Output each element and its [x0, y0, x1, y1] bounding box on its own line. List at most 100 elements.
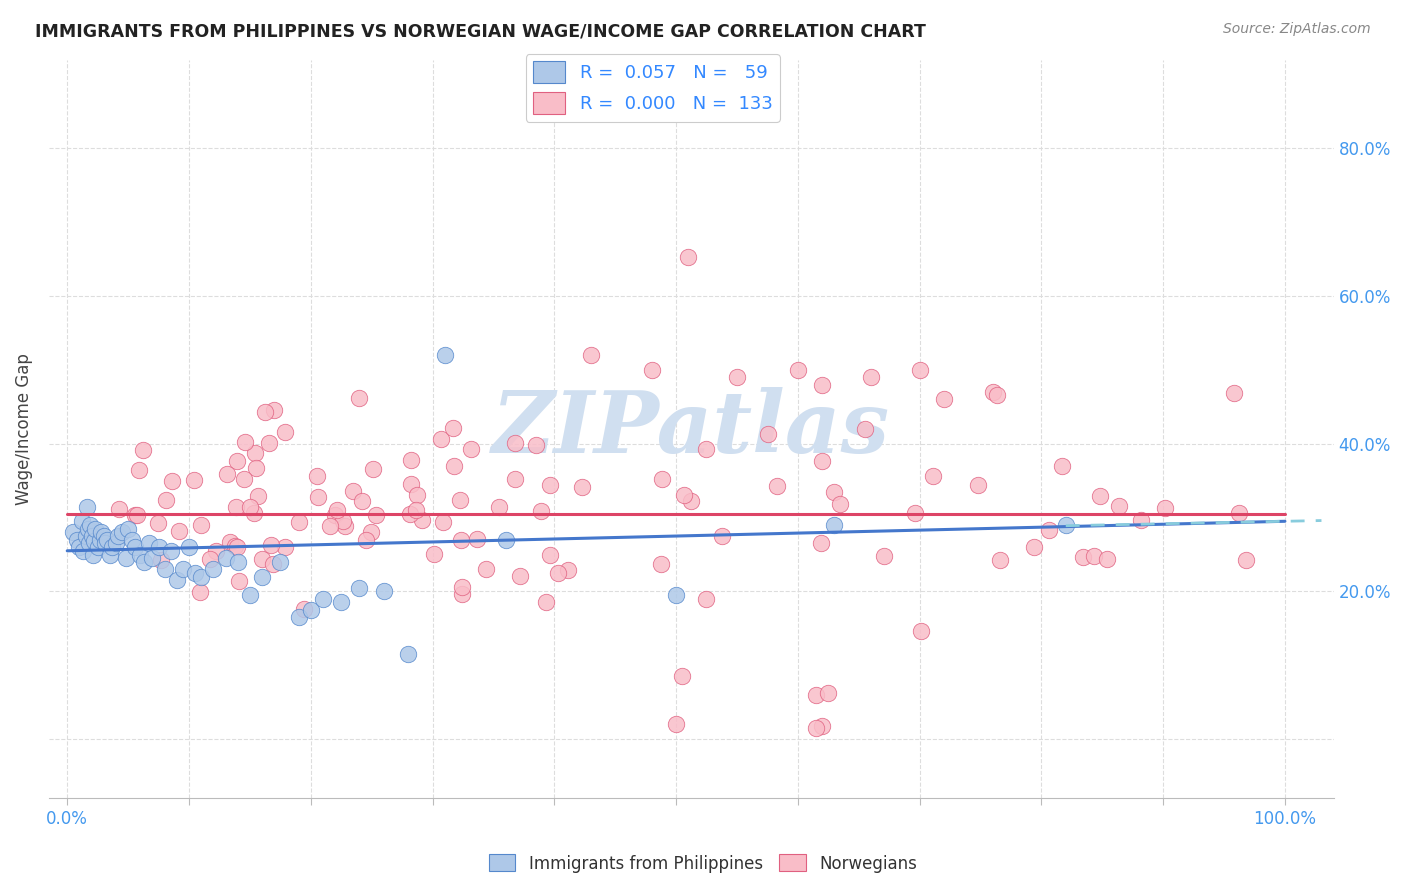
Point	[233, 434, 256, 449]
Point	[1223, 385, 1246, 400]
Point	[966, 478, 988, 492]
Point	[538, 478, 561, 492]
Point	[665, 588, 688, 602]
Point	[352, 494, 374, 508]
Legend: R =  0.057   N =   59, R =  0.000   N =  133: R = 0.057 N = 59, R = 0.000 N = 133	[526, 54, 780, 121]
Point	[579, 348, 602, 362]
Point	[766, 479, 789, 493]
Point	[274, 425, 297, 440]
Point	[89, 533, 111, 547]
Point	[1083, 549, 1105, 564]
Point	[148, 516, 170, 530]
Point	[465, 532, 488, 546]
Point	[287, 515, 309, 529]
Point	[695, 591, 717, 606]
Point	[98, 548, 121, 562]
Point	[451, 587, 474, 601]
Point	[93, 529, 115, 543]
Point	[804, 721, 827, 735]
Point	[84, 522, 107, 536]
Point	[475, 562, 498, 576]
Point	[332, 514, 354, 528]
Point	[1236, 552, 1258, 566]
Point	[287, 610, 309, 624]
Point	[1227, 506, 1250, 520]
Point	[411, 513, 433, 527]
Point	[811, 454, 834, 468]
Point	[121, 533, 143, 547]
Point	[342, 483, 364, 498]
Point	[214, 551, 236, 566]
Point	[129, 548, 152, 562]
Point	[262, 557, 284, 571]
Point	[398, 507, 420, 521]
Point	[323, 508, 346, 522]
Point	[679, 494, 702, 508]
Point	[488, 500, 510, 515]
Point	[190, 518, 212, 533]
Point	[67, 540, 90, 554]
Point	[988, 553, 1011, 567]
Point	[253, 405, 276, 419]
Point	[319, 518, 342, 533]
Point	[530, 504, 553, 518]
Point	[1054, 518, 1077, 533]
Point	[246, 489, 269, 503]
Point	[823, 484, 845, 499]
Point	[904, 506, 927, 520]
Point	[239, 588, 262, 602]
Point	[228, 574, 250, 588]
Point	[72, 543, 94, 558]
Point	[441, 421, 464, 435]
Point	[82, 548, 104, 562]
Point	[305, 469, 328, 483]
Text: ZIPatlas: ZIPatlas	[492, 387, 890, 471]
Point	[90, 525, 112, 540]
Point	[243, 506, 266, 520]
Point	[155, 493, 177, 508]
Point	[873, 549, 896, 563]
Point	[665, 717, 688, 731]
Point	[273, 540, 295, 554]
Point	[401, 453, 423, 467]
Point	[101, 540, 124, 554]
Point	[245, 461, 267, 475]
Point	[534, 595, 557, 609]
Point	[202, 562, 225, 576]
Point	[695, 442, 717, 456]
Point	[141, 551, 163, 566]
Point	[232, 472, 254, 486]
Point	[641, 363, 664, 377]
Point	[443, 459, 465, 474]
Point	[188, 584, 211, 599]
Point	[364, 508, 387, 522]
Point	[124, 540, 146, 554]
Point	[811, 377, 834, 392]
Point	[828, 497, 851, 511]
Point	[117, 522, 139, 536]
Point	[127, 508, 149, 522]
Point	[932, 392, 955, 407]
Point	[217, 467, 239, 482]
Point	[70, 514, 93, 528]
Point	[159, 543, 181, 558]
Point	[651, 472, 673, 486]
Point	[177, 540, 200, 554]
Point	[450, 533, 472, 547]
Point	[299, 603, 322, 617]
Point	[86, 540, 108, 554]
Point	[859, 370, 882, 384]
Point	[422, 547, 444, 561]
Legend: Immigrants from Philippines, Norwegians: Immigrants from Philippines, Norwegians	[482, 847, 924, 880]
Point	[111, 525, 134, 540]
Point	[538, 549, 561, 563]
Point	[1038, 523, 1060, 537]
Point	[190, 569, 212, 583]
Point	[66, 533, 89, 547]
Point	[449, 493, 471, 508]
Point	[433, 348, 456, 362]
Point	[153, 562, 176, 576]
Point	[524, 438, 547, 452]
Point	[1022, 540, 1045, 554]
Point	[263, 403, 285, 417]
